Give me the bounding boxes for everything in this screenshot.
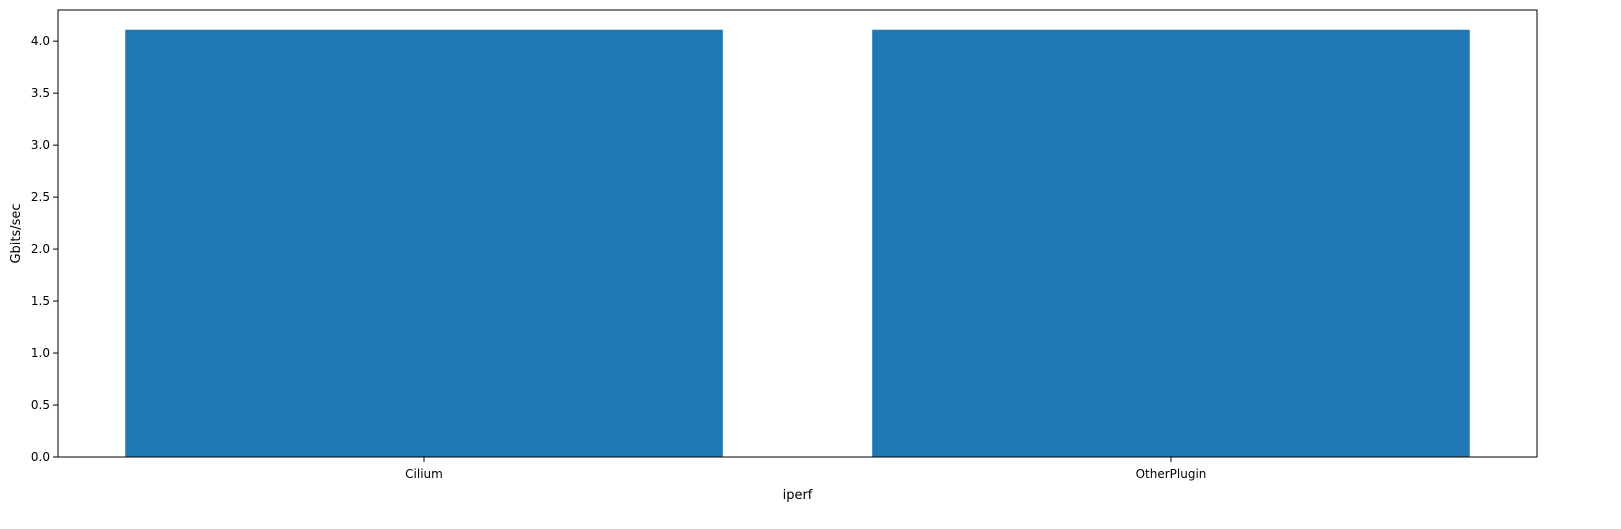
y-tick-label: 1.0 (31, 346, 50, 360)
y-tick-label: 3.5 (31, 86, 50, 100)
y-axis-label: Gbits/sec (9, 203, 24, 263)
y-tick-label: 3.0 (31, 138, 50, 152)
y-axis: 0.0 0.5 1.0 1.5 2.0 2.5 3.0 3.5 4.0 (31, 34, 58, 464)
bar-cilium (125, 29, 723, 458)
plot-frame (57, 9, 1538, 458)
y-tick-label: 0.0 (31, 450, 50, 464)
x-tick-label: Cilium (405, 467, 443, 481)
bars-layer (125, 29, 1470, 458)
bar-otherplugin (872, 29, 1470, 458)
y-tick-label: 0.5 (31, 398, 50, 412)
x-tick-label: OtherPlugin (1136, 467, 1207, 481)
x-axis-label: iperf (783, 488, 813, 503)
y-tick-label: 1.5 (31, 294, 50, 308)
y-tick-label: 2.5 (31, 190, 50, 204)
y-tick-label: 4.0 (31, 34, 50, 48)
x-axis: Cilium OtherPlugin (405, 457, 1206, 481)
y-tick-label: 2.0 (31, 242, 50, 256)
